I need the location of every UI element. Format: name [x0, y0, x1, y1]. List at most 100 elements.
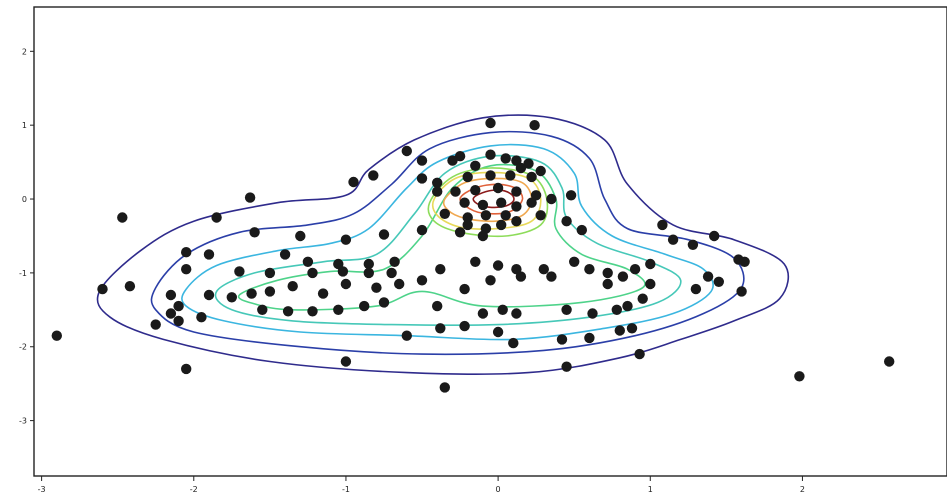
contour-layer [96, 114, 790, 376]
data-point [794, 371, 805, 382]
data-point [264, 286, 276, 297]
data-point [611, 304, 622, 315]
data-point [546, 193, 557, 205]
data-point [561, 216, 572, 227]
data-point [432, 177, 443, 188]
y-tick-label: -1 [19, 269, 27, 278]
data-point [340, 234, 352, 245]
data-point [884, 356, 895, 367]
data-point [470, 160, 481, 171]
data-point [363, 258, 374, 270]
data-point [496, 197, 507, 208]
data-point [736, 286, 747, 297]
data-point [439, 382, 450, 393]
data-point [511, 216, 522, 227]
data-point [713, 276, 724, 287]
data-point [477, 199, 489, 211]
data-point [386, 267, 397, 279]
data-point [645, 258, 656, 270]
data-point [173, 300, 184, 312]
data-point [508, 337, 519, 349]
data-point [307, 267, 318, 279]
data-point [246, 288, 257, 299]
data-point [124, 281, 136, 292]
data-point [459, 283, 470, 295]
data-point [416, 155, 428, 166]
data-point [264, 267, 276, 279]
data-point [500, 153, 511, 164]
data-point [614, 325, 625, 336]
data-point [523, 158, 534, 169]
data-point [203, 249, 215, 260]
data-point [535, 210, 546, 221]
data-point [584, 264, 595, 275]
data-point [587, 308, 598, 319]
data-point [485, 117, 496, 129]
data-point [505, 170, 516, 181]
data-point [435, 264, 446, 275]
data-point [485, 149, 496, 160]
data-point [462, 219, 473, 231]
contour-line-level-1 [96, 114, 790, 376]
data-point [279, 249, 291, 260]
y-tick-label: 1 [22, 121, 27, 130]
data-point [485, 275, 496, 286]
data-point [368, 170, 379, 181]
contour-line-level-4 [214, 154, 682, 327]
data-point [244, 192, 256, 203]
data-point [496, 219, 507, 231]
data-point [363, 267, 374, 279]
data-point [535, 165, 546, 177]
x-tick-label: 1 [648, 485, 653, 494]
y-tick-label: -3 [19, 417, 27, 426]
data-point [492, 182, 504, 194]
data-point [432, 300, 443, 312]
data-point [511, 186, 522, 197]
data-point [203, 289, 215, 301]
data-point [378, 297, 390, 308]
point-layer [51, 117, 895, 393]
data-point [459, 197, 470, 208]
data-point [492, 260, 504, 271]
data-point [282, 306, 294, 317]
data-point [435, 323, 446, 334]
x-tick-label: 2 [800, 485, 805, 494]
data-point [307, 306, 318, 317]
x-tick-label: -2 [190, 485, 198, 494]
data-point [690, 283, 702, 295]
data-point [602, 278, 613, 290]
data-point [702, 271, 714, 282]
data-point [416, 275, 428, 286]
data-point [470, 256, 481, 267]
data-point [211, 212, 222, 223]
axis-layer: -3 -2 -1 0 1 2 2 1 0 -1 -2 -3 [19, 47, 805, 494]
y-tick-label: 2 [22, 47, 27, 56]
data-point [165, 308, 177, 319]
y-tick-label: -2 [19, 343, 27, 352]
data-point [295, 230, 306, 242]
data-point [401, 145, 412, 157]
contour-line-level-2 [150, 130, 745, 356]
data-point [645, 278, 656, 290]
data-point [511, 201, 522, 212]
data-point [51, 330, 62, 341]
data-point [497, 304, 508, 315]
data-point [287, 281, 298, 292]
data-point [739, 256, 750, 267]
data-point [439, 208, 450, 219]
data-point [165, 289, 177, 301]
data-point [462, 212, 473, 223]
data-point [150, 319, 161, 330]
data-point [637, 293, 648, 304]
data-point [529, 120, 540, 131]
data-point [462, 171, 473, 183]
data-point [538, 264, 549, 275]
data-point [617, 271, 629, 282]
data-point [181, 363, 192, 375]
data-point [401, 330, 412, 341]
data-point [454, 227, 466, 238]
data-point [626, 323, 638, 334]
data-point [340, 278, 352, 290]
contour-line-level-6 [427, 167, 549, 238]
